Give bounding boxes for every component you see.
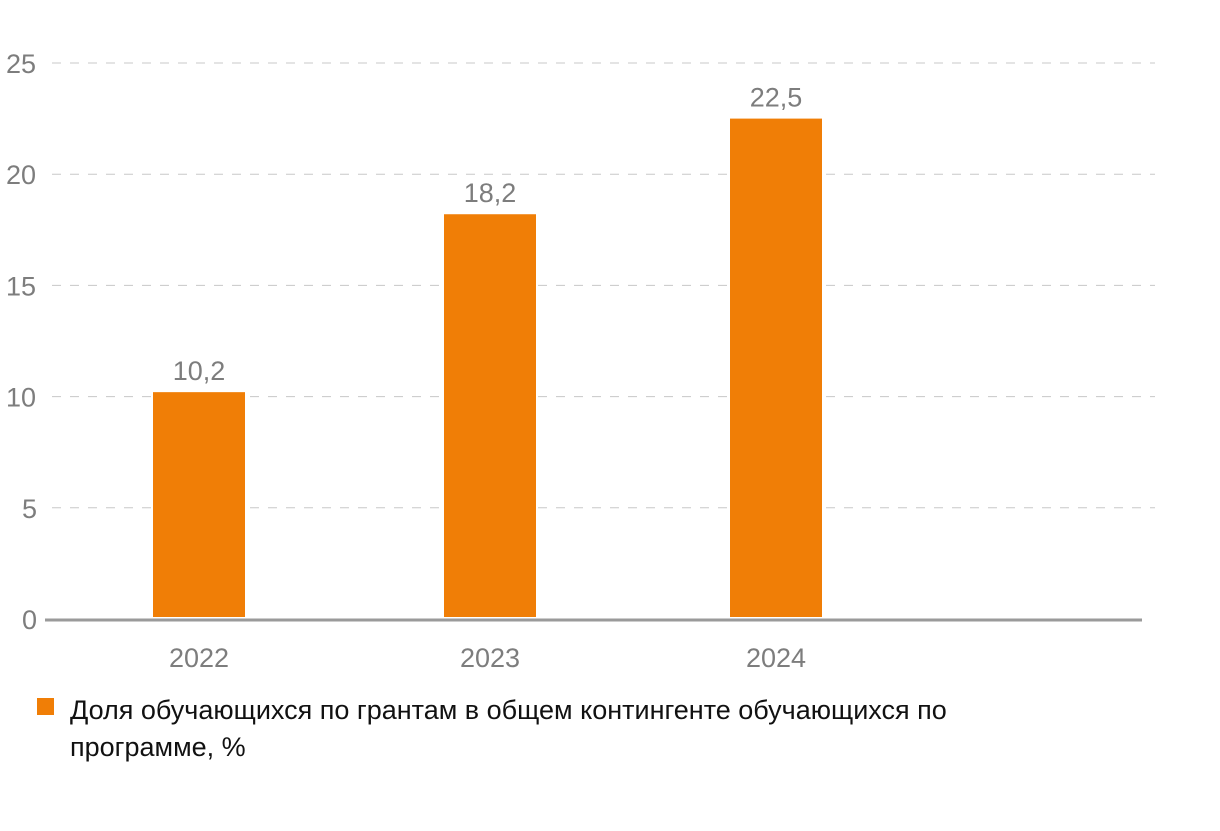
bar-chart: 0 5 10 15 20 25 10,2 2022 18,2 2023 22,5 2024 xyxy=(6,49,1155,673)
x-tick-label: 2024 xyxy=(746,643,806,673)
y-tick-label: 10 xyxy=(6,383,36,413)
x-tick-label: 2022 xyxy=(169,643,229,673)
y-tick-label: 20 xyxy=(6,160,36,190)
bar-2023 xyxy=(444,214,536,617)
y-tick-label: 25 xyxy=(6,49,36,79)
legend-swatch xyxy=(37,698,54,715)
legend: Доля обучающихся по грантам в общем конт… xyxy=(37,692,1030,766)
bar-2024 xyxy=(730,118,822,617)
bar-2022 xyxy=(153,392,245,617)
data-label: 10,2 xyxy=(173,356,226,386)
y-tick-label: 15 xyxy=(6,271,36,301)
data-label: 18,2 xyxy=(464,178,517,208)
data-label: 22,5 xyxy=(750,83,803,113)
y-tick-label: 0 xyxy=(22,605,37,635)
y-tick-label: 5 xyxy=(22,494,37,524)
x-tick-label: 2023 xyxy=(460,643,520,673)
legend-label: Доля обучающихся по грантам в общем конт… xyxy=(70,695,947,762)
